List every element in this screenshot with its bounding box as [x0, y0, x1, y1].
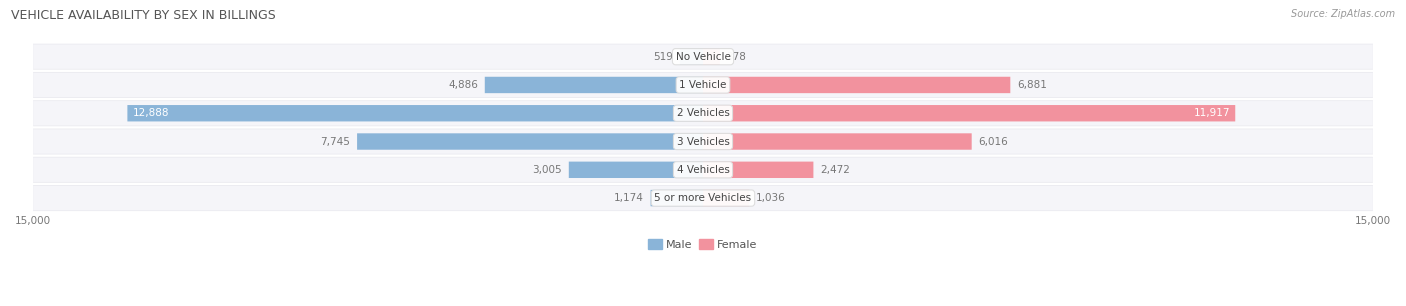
Text: 378: 378 [727, 52, 747, 62]
Text: No Vehicle: No Vehicle [675, 52, 731, 62]
FancyBboxPatch shape [703, 190, 749, 206]
FancyBboxPatch shape [651, 190, 703, 206]
FancyBboxPatch shape [34, 72, 1372, 98]
FancyBboxPatch shape [485, 77, 703, 93]
Text: 6,881: 6,881 [1017, 80, 1047, 90]
Text: 1 Vehicle: 1 Vehicle [679, 80, 727, 90]
Text: 519: 519 [654, 52, 673, 62]
FancyBboxPatch shape [34, 44, 1372, 69]
FancyBboxPatch shape [681, 48, 703, 65]
FancyBboxPatch shape [34, 158, 1372, 182]
FancyBboxPatch shape [34, 186, 1372, 210]
FancyBboxPatch shape [128, 105, 703, 121]
Text: 2 Vehicles: 2 Vehicles [676, 108, 730, 118]
Text: 7,745: 7,745 [321, 136, 350, 147]
Text: 3 Vehicles: 3 Vehicles [676, 136, 730, 147]
Text: 1,036: 1,036 [756, 193, 786, 203]
FancyBboxPatch shape [34, 157, 1372, 183]
FancyBboxPatch shape [569, 162, 703, 178]
FancyBboxPatch shape [34, 44, 1372, 70]
Text: 4 Vehicles: 4 Vehicles [676, 165, 730, 175]
Text: 2,472: 2,472 [820, 165, 851, 175]
FancyBboxPatch shape [34, 185, 1372, 211]
FancyBboxPatch shape [34, 73, 1372, 97]
FancyBboxPatch shape [703, 105, 1236, 121]
FancyBboxPatch shape [34, 101, 1372, 125]
FancyBboxPatch shape [703, 77, 1011, 93]
FancyBboxPatch shape [34, 100, 1372, 126]
FancyBboxPatch shape [703, 133, 972, 150]
Text: 12,888: 12,888 [132, 108, 169, 118]
Text: VEHICLE AVAILABILITY BY SEX IN BILLINGS: VEHICLE AVAILABILITY BY SEX IN BILLINGS [11, 9, 276, 22]
Text: 3,005: 3,005 [533, 165, 562, 175]
Text: 4,886: 4,886 [449, 80, 478, 90]
Text: 6,016: 6,016 [979, 136, 1008, 147]
FancyBboxPatch shape [357, 133, 703, 150]
FancyBboxPatch shape [34, 129, 1372, 154]
Legend: Male, Female: Male, Female [644, 235, 762, 254]
FancyBboxPatch shape [703, 48, 720, 65]
FancyBboxPatch shape [703, 162, 814, 178]
FancyBboxPatch shape [34, 129, 1372, 155]
Text: 5 or more Vehicles: 5 or more Vehicles [654, 193, 752, 203]
Text: 11,917: 11,917 [1194, 108, 1230, 118]
Text: 1,174: 1,174 [614, 193, 644, 203]
Text: Source: ZipAtlas.com: Source: ZipAtlas.com [1291, 9, 1395, 19]
